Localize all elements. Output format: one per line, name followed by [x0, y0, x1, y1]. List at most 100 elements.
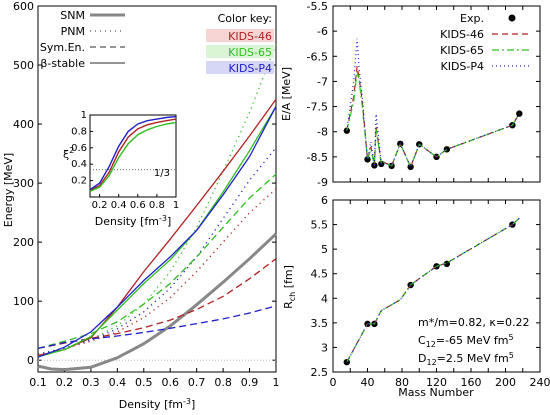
- curve-kids-46-sym-en-: [37, 258, 277, 350]
- rbot-ytick-label: 6: [321, 194, 328, 207]
- left-ytick-label: 600: [13, 0, 34, 13]
- inset-xtick-label: 0.2: [92, 200, 108, 211]
- annotation-line2: C12=-65 MeV fm5: [418, 333, 514, 349]
- left-xtick-label: 0.7: [188, 376, 206, 389]
- inset-y-axis-label: ξ2: [63, 146, 74, 161]
- color-key-kids46: KIDS-46: [228, 30, 272, 43]
- legend-exp-marker: [508, 14, 516, 22]
- color-key: Color key: KIDS-46 KIDS-65 KIDS-P4: [206, 12, 274, 75]
- curve-kids-65-stable: [37, 106, 277, 358]
- left-ytick-label: 500: [13, 59, 34, 72]
- rtop-ytick-label: -7.5: [307, 101, 328, 114]
- legend-symen-label: Sym.En.: [40, 41, 85, 54]
- inset-ytick-label: 1: [81, 110, 87, 121]
- parameter-annotation: m*/m=0.82, κ=0.22 C12=-65 MeV fm5 D12=2.…: [418, 316, 530, 367]
- rbot-xtick-label: 240: [530, 376, 550, 389]
- rbot-ytick-label: 3.5: [311, 317, 329, 330]
- inset-ytick-label: 0.4: [71, 159, 87, 170]
- inset-x-axis-label: Density [fm-3]: [95, 214, 171, 228]
- rtop-ytick-label: -6: [317, 25, 328, 38]
- rtop-exp-point: [364, 156, 371, 163]
- legend-pnm-label: PNM: [61, 25, 85, 38]
- rbot-ytick-label: 5: [321, 243, 328, 256]
- rbot-xtick-label: 40: [361, 376, 375, 389]
- left-xtick-label: 0.1: [29, 376, 47, 389]
- left-x-axis-label: Density [fm-3]: [119, 397, 195, 411]
- rbot-curve-kids-p4: [346, 217, 520, 363]
- binding-energy-chart: -5.5 -6 -6.5 -7 -7.5 -8 -8.5 -9 E/A [MeV] Exp. …: [280, 0, 541, 189]
- inset-xtick-label: 0.8: [149, 200, 165, 211]
- rtop-curve-kids-65: [346, 71, 520, 169]
- rbot-ytick-label: 5.5: [311, 219, 329, 232]
- color-key-bg-kids65: [206, 45, 274, 58]
- left-y-axis-label: Energy [MeV]: [2, 153, 15, 227]
- inset-reference-label: 1/3: [154, 168, 170, 179]
- rbot-ytick-label: 2.5: [311, 366, 329, 379]
- color-key-title: Color key:: [218, 12, 272, 25]
- legend-kids65-label: KIDS-65: [440, 44, 484, 57]
- annotation-line1: m*/m=0.82, κ=0.22: [418, 316, 530, 329]
- inset-curve-kids-p4: [89, 115, 177, 191]
- inset-ytick-label: 0.2: [71, 176, 87, 187]
- color-key-bg-kidsp4: [206, 61, 274, 74]
- rtop-ytick-label: -7: [317, 75, 328, 88]
- left-ytick-label: 100: [13, 295, 34, 308]
- curve-kids-p4-sym-en-: [37, 305, 277, 350]
- color-key-kidsp4: KIDS-P4: [228, 62, 272, 75]
- left-xtick-label: 0.6: [161, 376, 179, 389]
- inset-xtick-label: 0.6: [130, 200, 146, 211]
- rtop-ytick-label: -5.5: [307, 0, 328, 13]
- left-xtick-label: 0.4: [109, 376, 127, 389]
- inset-frame: [89, 114, 177, 198]
- legend-beta-label: β-stable: [40, 57, 85, 70]
- left-ytick-label: 200: [13, 236, 34, 249]
- rbot-xtick-label: 120: [426, 376, 447, 389]
- left-ytick-label: 0: [27, 354, 34, 367]
- rbot-ytick-label: 3: [321, 341, 328, 354]
- rbot-xtick-label: 80: [395, 376, 409, 389]
- rbot-x-axis-label: Mass Number: [398, 386, 474, 399]
- rtop-exp-point: [343, 127, 350, 134]
- rbot-ytick-label: 4: [321, 292, 328, 305]
- curve-kids-p4-stable: [37, 106, 277, 358]
- left-xtick-label: 1: [273, 376, 280, 389]
- rbot-exp-point: [443, 260, 451, 268]
- color-key-kids65: KIDS-65: [228, 46, 272, 59]
- rbot-xtick-label: 0: [330, 376, 337, 389]
- left-xtick-label: 0.2: [56, 376, 74, 389]
- left-ytick-label: 300: [13, 177, 34, 190]
- legend-snm-label: SNM: [60, 9, 85, 22]
- curve-kids-65-sym-en-: [37, 173, 277, 350]
- left-xtick-label: 0.5: [135, 376, 153, 389]
- inset-ytick-label: 0.6: [71, 143, 87, 154]
- style-legend: SNM PNM Sym.En. β-stable: [40, 9, 125, 70]
- rtop-legend: Exp. KIDS-46 KIDS-65 KIDS-P4: [440, 12, 532, 73]
- legend-exp-label: Exp.: [460, 12, 484, 25]
- rtop-y-axis-label: E/A [MeV]: [280, 67, 293, 121]
- rtop-exp-point: [407, 163, 414, 171]
- inset-xi2-chart: 0.20.40.60.810.2 0.4 0.6 0.8 1 1/3 ξ2 Densit…: [63, 110, 179, 228]
- rtop-ytick-label: -8.5: [307, 151, 328, 164]
- rtop-ytick-label: -9: [317, 176, 328, 189]
- color-key-bg-kids46: [206, 29, 274, 42]
- rtop-curve-kids-p4: [346, 38, 520, 169]
- rbot-xtick-label: 160: [461, 376, 482, 389]
- legend-kidsp4-label: KIDS-P4: [440, 60, 484, 73]
- inset-curve-kids-46: [89, 118, 177, 192]
- inset-xtick-label: 0.4: [111, 200, 127, 211]
- charge-radius-chart: 2.5 3 3.5 4 4.5 5 5.5 6 0 40 80 120 160 200 240 Rch […: [282, 194, 550, 399]
- rtop-curve-kids-46: [346, 66, 520, 169]
- rbot-xtick-label: 200: [495, 376, 516, 389]
- rbot-y-axis-label: Rch [fm]: [282, 265, 297, 309]
- snm-curve: [37, 232, 278, 372]
- legend-kids46-label: KIDS-46: [440, 28, 484, 41]
- annotation-line3: D12=2.5 MeV fm5: [418, 351, 514, 367]
- left-xtick-label: 0.3: [82, 376, 100, 389]
- rtop-ytick-label: -6.5: [307, 50, 328, 63]
- left-xtick-label: 0.8: [214, 376, 232, 389]
- inset-xtick-label: 1: [173, 200, 179, 211]
- inset-curve-kids-65: [89, 121, 177, 192]
- rbot-ytick-label: 4.5: [311, 268, 329, 281]
